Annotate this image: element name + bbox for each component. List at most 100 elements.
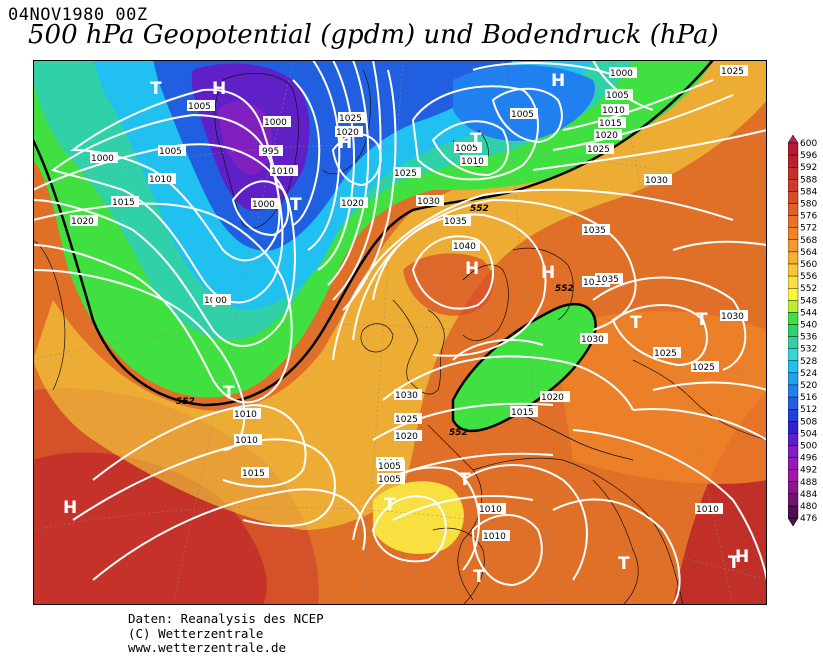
low-center: T bbox=[630, 313, 642, 333]
svg-text:1010: 1010 bbox=[149, 175, 172, 185]
legend-swatch bbox=[788, 191, 799, 204]
isobar-label: 1025 bbox=[393, 167, 421, 179]
legend-swatch bbox=[788, 348, 799, 361]
isobar-label: 1005 bbox=[454, 142, 482, 154]
svg-text:1035: 1035 bbox=[583, 226, 606, 236]
svg-text:995: 995 bbox=[262, 147, 279, 157]
svg-text:1005: 1005 bbox=[188, 102, 211, 112]
legend-swatch bbox=[788, 324, 799, 337]
svg-text:1030: 1030 bbox=[583, 278, 606, 288]
footer-website: www.wetterzentrale.de bbox=[128, 640, 287, 655]
isobar-label: 1020 bbox=[540, 391, 568, 403]
legend-label: 520 bbox=[800, 381, 817, 391]
legend-swatch bbox=[788, 457, 799, 470]
legend-label: 516 bbox=[800, 393, 817, 403]
svg-text:1010: 1010 bbox=[235, 436, 258, 446]
field-orange-spot-north bbox=[403, 253, 494, 316]
isobar-label: 1030 bbox=[394, 389, 422, 401]
legend-swatch bbox=[788, 275, 799, 289]
svg-text:1035: 1035 bbox=[596, 275, 619, 285]
footer-copyright: (C) Wetterzentrale bbox=[128, 625, 264, 641]
low-center: T bbox=[473, 567, 485, 587]
legend-swatch bbox=[788, 203, 799, 216]
svg-text:1005: 1005 bbox=[606, 91, 629, 101]
svg-text:1010: 1010 bbox=[479, 505, 502, 515]
legend-label: 492 bbox=[800, 466, 817, 476]
high-center: H bbox=[63, 498, 77, 518]
isobar-label: 1015 bbox=[598, 117, 626, 129]
legend-label: 508 bbox=[800, 417, 817, 427]
legend-swatch bbox=[788, 505, 799, 519]
isobar-label: 1025 bbox=[720, 65, 748, 77]
legend-swatch bbox=[788, 239, 799, 253]
legend-swatch bbox=[788, 142, 799, 156]
legend-label: 484 bbox=[800, 490, 817, 500]
legend-label: 548 bbox=[800, 296, 817, 306]
legend-swatch bbox=[788, 372, 799, 386]
legend-swatch bbox=[788, 179, 799, 192]
svg-text:1025: 1025 bbox=[721, 67, 744, 77]
low-center: T bbox=[728, 553, 740, 573]
legend-arrow-bottom bbox=[788, 517, 799, 527]
field-green-low bbox=[453, 304, 596, 431]
legend-swatch bbox=[788, 384, 799, 398]
svg-text:1000: 1000 bbox=[91, 154, 114, 164]
svg-text:1010: 1010 bbox=[461, 157, 484, 167]
legend-label: 536 bbox=[800, 333, 817, 343]
isobar-label: 1000 bbox=[609, 67, 637, 79]
svg-text:1030: 1030 bbox=[721, 312, 744, 322]
legend-label: 564 bbox=[800, 248, 817, 258]
isobar-label: 1025 bbox=[653, 347, 681, 359]
legend-label: 512 bbox=[800, 405, 817, 415]
isobar-label: 1020 bbox=[70, 215, 98, 227]
geo-label: 552 bbox=[470, 204, 489, 214]
legend-swatch bbox=[788, 409, 799, 422]
legend-swatch bbox=[788, 445, 799, 458]
svg-text:1020: 1020 bbox=[395, 432, 418, 442]
isobar-label: 1030 bbox=[416, 195, 444, 207]
svg-text:1010: 1010 bbox=[483, 532, 506, 542]
svg-text:1020: 1020 bbox=[336, 128, 359, 138]
legend-swatch bbox=[788, 493, 799, 507]
geo-label: 552 bbox=[449, 428, 468, 438]
isobar-label: 1020 bbox=[335, 126, 363, 138]
isobar-label: 1010 bbox=[270, 165, 298, 177]
svg-text:1015: 1015 bbox=[511, 408, 534, 418]
isobar-label: 1010 bbox=[460, 155, 488, 167]
coastlines bbox=[33, 69, 767, 605]
svg-text:1020: 1020 bbox=[595, 131, 618, 141]
legend-label: 480 bbox=[800, 502, 817, 512]
isobar-label: 1035 bbox=[443, 215, 471, 227]
legend-label: 584 bbox=[800, 187, 817, 197]
svg-text:1040: 1040 bbox=[453, 242, 476, 252]
legend-swatch bbox=[788, 469, 799, 483]
footer-data-source: Daten: Reanalysis des NCEP bbox=[128, 611, 324, 626]
low-center: T bbox=[459, 470, 471, 490]
geo-contour-552 bbox=[33, 60, 714, 407]
legend-swatch bbox=[788, 360, 799, 374]
isobar-label: 1025 bbox=[691, 361, 719, 373]
legend-label: 588 bbox=[800, 175, 817, 185]
legend-swatch bbox=[788, 227, 799, 240]
svg-text:1010: 1010 bbox=[602, 106, 625, 116]
isobar-label: 1010 bbox=[482, 530, 510, 542]
field-yellow-spot bbox=[373, 481, 464, 554]
isobar-label: 1010 bbox=[695, 503, 723, 515]
legend-swatch bbox=[788, 287, 799, 301]
high-center: H bbox=[212, 79, 226, 99]
isobar-label: 1000 bbox=[90, 152, 118, 164]
legend-label: 496 bbox=[800, 454, 817, 464]
svg-text:1015: 1015 bbox=[242, 469, 265, 479]
footer: Daten: Reanalysis des NCEP (C) Wetterzen… bbox=[128, 611, 324, 656]
low-center: T bbox=[223, 383, 235, 403]
svg-text:1010: 1010 bbox=[271, 167, 294, 177]
isobar-label: 1010 bbox=[148, 173, 176, 185]
legend-label: 592 bbox=[800, 163, 817, 173]
svg-text:1030: 1030 bbox=[581, 335, 604, 345]
legend-label: 600 bbox=[800, 139, 817, 149]
svg-text:1010: 1010 bbox=[234, 410, 257, 420]
isobar-label: 1030 bbox=[644, 174, 672, 186]
legend-label: 524 bbox=[800, 369, 817, 379]
svg-text:1030: 1030 bbox=[417, 197, 440, 207]
isobar-label: 1005 bbox=[377, 473, 405, 485]
